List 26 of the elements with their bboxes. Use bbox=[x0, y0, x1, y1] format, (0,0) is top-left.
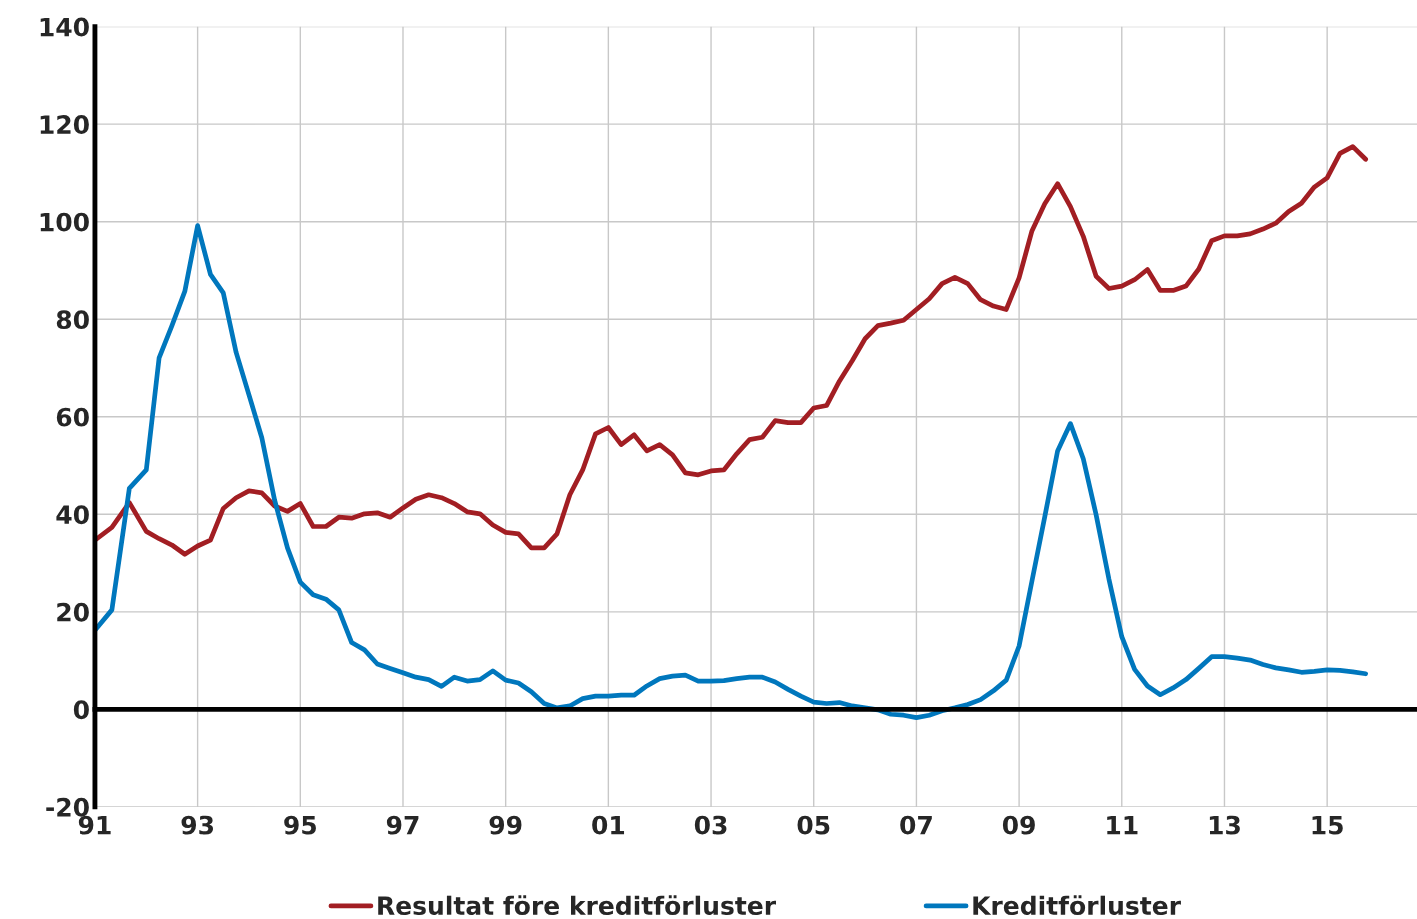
y-tick-label: -20 bbox=[46, 797, 89, 817]
y-tick-label: 120 bbox=[40, 115, 89, 135]
line-series bbox=[94, 144, 1369, 557]
x-tick-label: 09 bbox=[1002, 815, 1035, 835]
x-tick-label: 15 bbox=[1312, 815, 1343, 835]
y-tick-label: 100 bbox=[40, 212, 89, 232]
y-tick-label: 140 bbox=[40, 17, 89, 37]
x-tick-label: 97 bbox=[386, 815, 419, 835]
x-tick-label: 99 bbox=[489, 815, 522, 835]
x-tick-label: 13 bbox=[1209, 815, 1240, 835]
line-series bbox=[94, 223, 1369, 720]
legend-label: Resultat före kreditförluster bbox=[378, 895, 777, 916]
y-tick-label: 80 bbox=[56, 310, 89, 330]
x-tick-label: 03 bbox=[694, 815, 727, 835]
x-tick-label: 07 bbox=[900, 815, 932, 835]
y-tick-label: 60 bbox=[56, 407, 89, 427]
y-tick-label: 20 bbox=[57, 602, 89, 622]
x-tick-label: 11 bbox=[1107, 815, 1138, 835]
x-tick-label: 93 bbox=[181, 815, 214, 835]
y-tick-label: 0 bbox=[73, 700, 89, 720]
x-tick-label: 01 bbox=[592, 815, 625, 835]
x-tick-label: 05 bbox=[797, 815, 830, 835]
x-tick-label: 95 bbox=[284, 815, 316, 835]
legend-label: Kreditförluster bbox=[973, 895, 1181, 916]
y-tick-label: 40 bbox=[56, 505, 89, 525]
x-tick-label: 91 bbox=[78, 815, 111, 835]
